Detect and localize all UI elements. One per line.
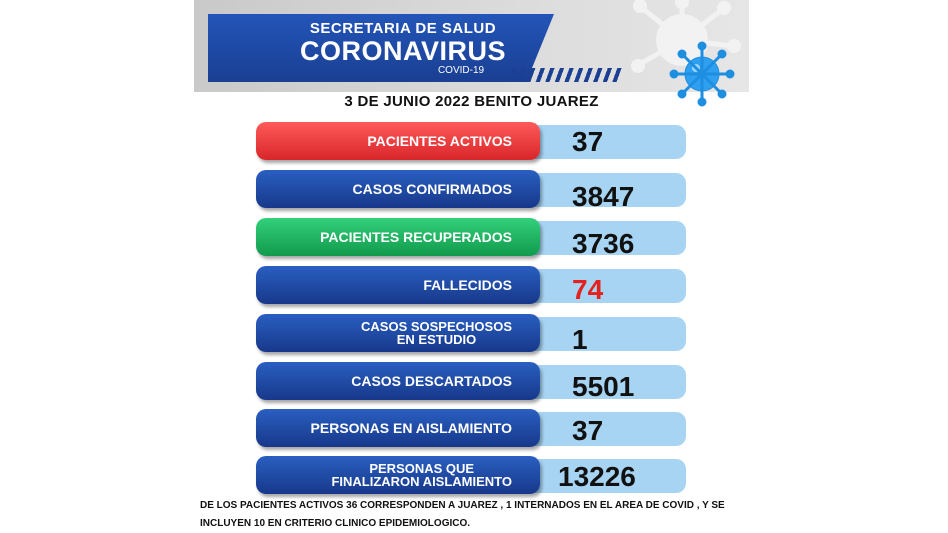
stat-label: CASOS CONFIRMADOS <box>256 170 540 208</box>
stat-label: FALLECIDOS <box>256 266 540 304</box>
stat-label: CASOS SOSPECHOSOS EN ESTUDIO <box>256 314 540 352</box>
stat-value: 3736 <box>572 228 635 259</box>
infographic-poster: SECRETARIA DE SALUD CORONAVIRUS COVID-19 <box>194 0 749 533</box>
stat-value: 5501 <box>572 371 635 402</box>
stat-label-line1: CASOS SOSPECHOSOS <box>361 319 512 334</box>
stat-row-casos-confirmados: CASOS CONFIRMADOS 3847 <box>256 170 686 212</box>
stat-row-casos-sospechosos: CASOS SOSPECHOSOS EN ESTUDIO 1 <box>256 314 686 355</box>
virus-icon <box>631 0 741 107</box>
stat-row-finalizaron-aislamiento: PERSONAS QUE FINALIZARON AISLAMIENTO 132… <box>256 456 686 494</box>
stat-label: PERSONAS EN AISLAMIENTO <box>256 409 540 447</box>
stat-label-line1: PERSONAS QUE <box>369 461 475 476</box>
decorative-stripes <box>512 68 622 82</box>
stat-row-casos-descartados: CASOS DESCARTADOS 5501 <box>256 362 686 402</box>
stat-row-pacientes-recuperados: PACIENTES RECUPERADOS 3736 <box>256 218 686 259</box>
stat-label: PACIENTES RECUPERADOS <box>256 218 540 256</box>
stat-value: 3847 <box>572 181 635 212</box>
stat-label-line2: FINALIZARON AISLAMIENTO <box>331 474 512 489</box>
footnote: DE LOS PACIENTES ACTIVOS 36 CORRESPONDEN… <box>200 500 725 529</box>
stat-value: 13226 <box>558 461 636 492</box>
stat-row-pacientes-activos: PACIENTES ACTIVOS 37 <box>256 122 686 160</box>
stat-row-personas-aislamiento: PERSONAS EN AISLAMIENTO 37 <box>256 409 686 447</box>
stat-label: PERSONAS QUE FINALIZARON AISLAMIENTO <box>256 456 540 494</box>
header-line-covid: COVID-19 <box>437 65 485 76</box>
stat-value: 37 <box>572 415 604 446</box>
stat-value: 37 <box>572 126 604 157</box>
stat-label-line2: EN ESTUDIO <box>396 332 477 347</box>
header-banner: SECRETARIA DE SALUD CORONAVIRUS COVID-19 <box>208 14 554 82</box>
date-location: 3 DE JUNIO 2022 BENITO JUAREZ <box>344 93 599 110</box>
stat-value: 74 <box>572 274 604 305</box>
header-line-coronavirus: CORONAVIRUS <box>299 36 506 66</box>
stat-label: PACIENTES ACTIVOS <box>256 122 540 160</box>
header-line-secretaria: SECRETARIA DE SALUD <box>309 20 497 37</box>
stat-value: 1 <box>572 324 588 355</box>
stat-label: CASOS DESCARTADOS <box>256 362 540 400</box>
stat-row-fallecidos: FALLECIDOS 74 <box>256 266 686 305</box>
